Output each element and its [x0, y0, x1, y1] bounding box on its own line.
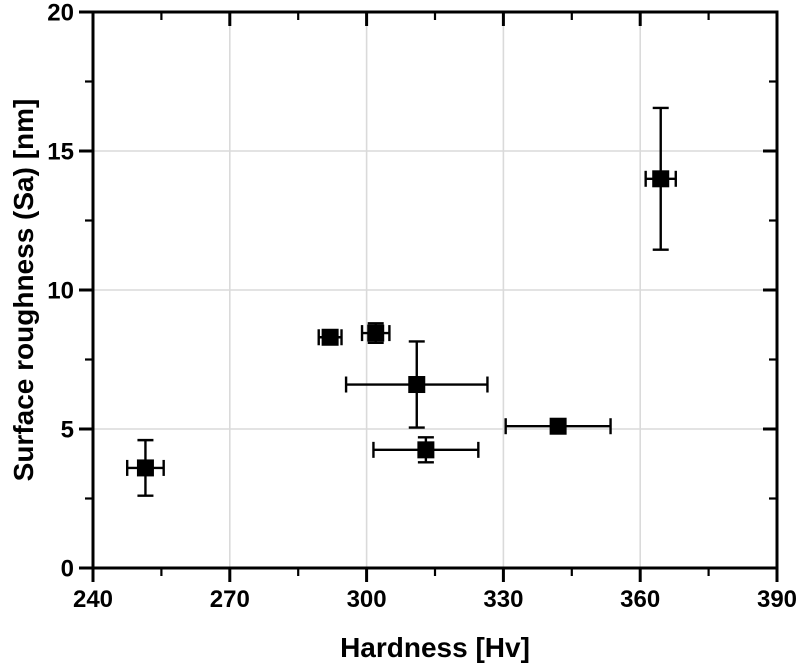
y-tick-label: 0	[61, 556, 74, 583]
data-point-marker	[549, 417, 567, 435]
data-point-marker	[408, 376, 426, 394]
y-tick-label: 15	[47, 139, 74, 166]
x-tick-label: 240	[73, 586, 113, 613]
x-tick-label: 360	[620, 586, 660, 613]
data-point-marker	[321, 328, 339, 346]
data-layer	[125, 106, 677, 497]
data-point-marker	[367, 324, 385, 342]
x-tick-label: 300	[347, 586, 387, 613]
data-point-marker	[652, 170, 670, 188]
data-point-marker	[417, 441, 435, 459]
y-tick-label: 20	[47, 0, 74, 27]
y-axis-title: Surface roughness (Sa) [nm]	[8, 99, 39, 482]
x-tick-label: 390	[757, 586, 797, 613]
axis-layer: 240 270 300 330 360 390 0 5 10 15 20	[47, 0, 797, 613]
x-axis-title: Hardness [Hv]	[340, 632, 530, 663]
y-tick-label: 5	[61, 417, 74, 444]
y-tick-label: 10	[47, 278, 74, 305]
x-tick-label: 270	[210, 586, 250, 613]
grid-layer	[93, 12, 777, 568]
x-tick-label: 330	[483, 586, 523, 613]
data-point-marker	[136, 459, 154, 477]
